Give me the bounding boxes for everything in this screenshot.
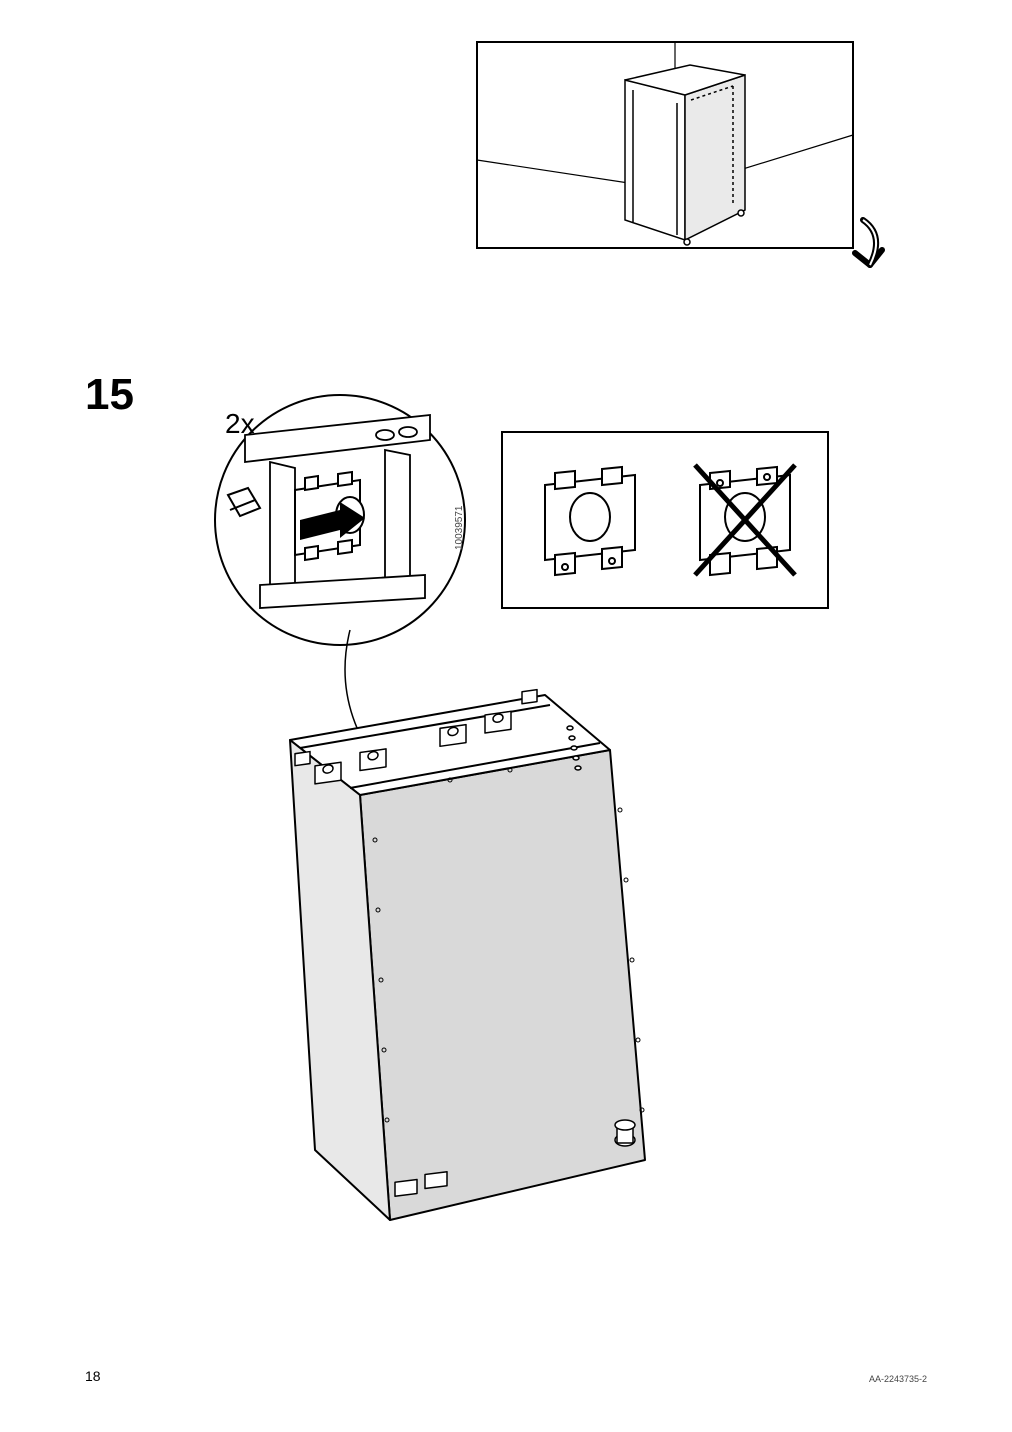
part-number: 10039571 [454, 506, 465, 551]
main-cabinet [250, 680, 670, 1240]
step-number: 15 [85, 370, 134, 420]
document-id: AA-2243735-2 [869, 1374, 927, 1384]
page-number: 18 [85, 1368, 101, 1384]
quantity-label: 2x [225, 408, 255, 440]
context-illustration [475, 40, 895, 280]
orientation-inset [500, 430, 830, 610]
